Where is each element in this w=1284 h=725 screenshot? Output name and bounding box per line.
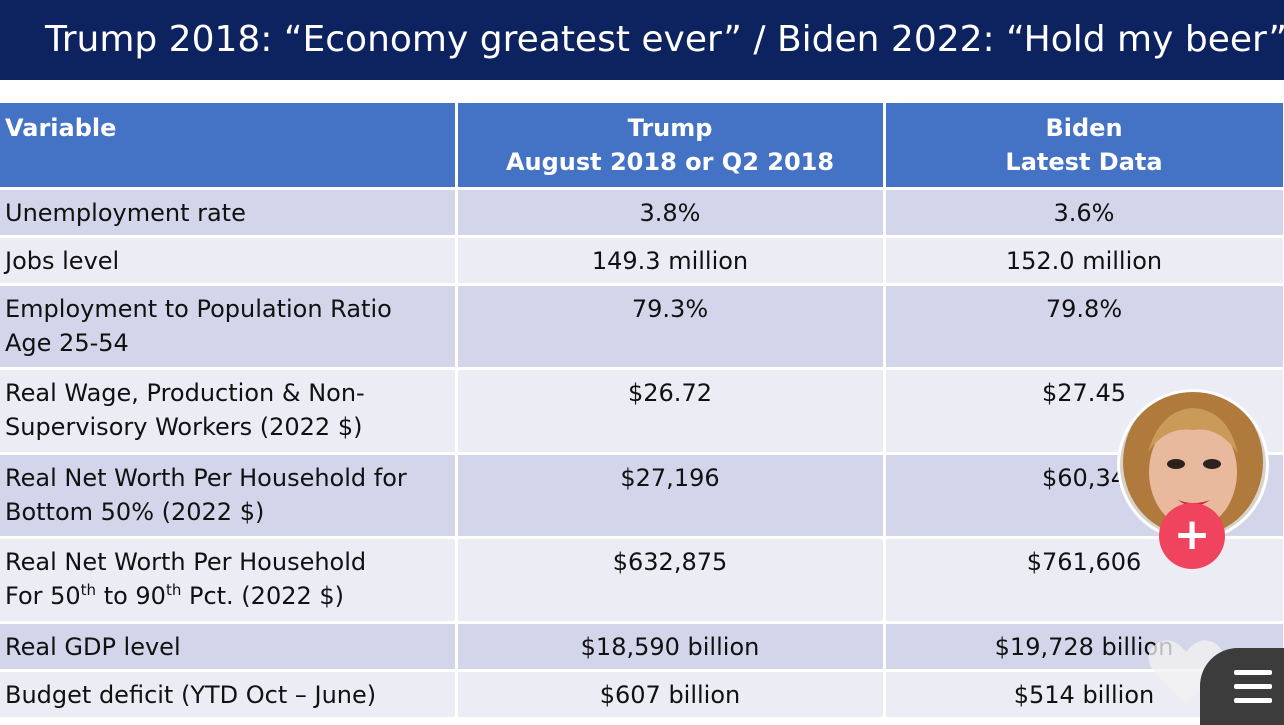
creator-avatar[interactable] bbox=[1120, 392, 1266, 538]
row-trump-value: $27,196 bbox=[456, 453, 886, 539]
row-variable-fragment: to 90 bbox=[96, 581, 166, 610]
row-variable: Real GDP level bbox=[0, 622, 458, 672]
row-variable-line: Real Net Worth Per Household bbox=[5, 547, 367, 576]
header-trump-period: August 2018 or Q2 2018 bbox=[505, 148, 835, 176]
row-trump-value: $18,590 billion bbox=[456, 622, 886, 672]
avatar-portrait-icon bbox=[1120, 392, 1266, 538]
row-trump-value: $632,875 bbox=[456, 537, 886, 624]
row-variable-line: Age 25-54 bbox=[5, 328, 129, 357]
table-row: Real GDP level $18,590 billion $19,728 b… bbox=[0, 622, 1284, 672]
header-trump: Trump August 2018 or Q2 2018 bbox=[456, 103, 886, 190]
row-variable: Jobs level bbox=[0, 236, 458, 286]
row-trump-value: 3.8% bbox=[456, 188, 886, 238]
table-row: Unemployment rate 3.8% 3.6% bbox=[0, 188, 1284, 238]
row-trump-value: 79.3% bbox=[456, 284, 886, 370]
table-header-row: Variable Trump August 2018 or Q2 2018 Bi… bbox=[0, 103, 1284, 190]
row-variable: Real Net Worth Per Household For 50th to… bbox=[0, 537, 458, 624]
row-variable-fragment: Pct. (2022 $) bbox=[181, 581, 345, 610]
row-variable: Budget deficit (YTD Oct – June) bbox=[0, 670, 458, 720]
menu-icon[interactable] bbox=[1200, 648, 1284, 725]
table-row: Real Net Worth Per Household For 50th to… bbox=[0, 537, 1284, 624]
row-variable-fragment: For 50 bbox=[5, 581, 81, 610]
header-biden: Biden Latest Data bbox=[884, 103, 1284, 190]
header-biden-period: Latest Data bbox=[1005, 148, 1163, 176]
header-variable-label: Variable bbox=[5, 114, 117, 142]
row-variable-line: Employment to Population Ratio bbox=[5, 294, 392, 323]
follow-plus-button[interactable]: + bbox=[1159, 503, 1225, 569]
row-biden-value: 79.8% bbox=[884, 284, 1284, 370]
row-trump-value: $607 billion bbox=[456, 670, 886, 720]
row-variable: Real Wage, Production & Non- Supervisory… bbox=[0, 368, 458, 455]
table-row: Budget deficit (YTD Oct – June) $607 bil… bbox=[0, 670, 1284, 720]
ordinal-suffix: th bbox=[165, 580, 182, 599]
row-variable-line: For 50th to 90th Pct. (2022 $) bbox=[5, 579, 455, 613]
row-variable-line: Bottom 50% (2022 $) bbox=[5, 497, 265, 526]
header-trump-name: Trump bbox=[627, 114, 713, 142]
plus-icon: + bbox=[1173, 509, 1211, 560]
table-row: Employment to Population Ratio Age 25-54… bbox=[0, 284, 1284, 370]
ordinal-suffix: th bbox=[80, 580, 97, 599]
header-biden-name: Biden bbox=[1045, 114, 1123, 142]
row-variable: Employment to Population Ratio Age 25-54 bbox=[0, 284, 458, 370]
row-variable: Unemployment rate bbox=[0, 188, 458, 238]
table-row: Real Wage, Production & Non- Supervisory… bbox=[0, 368, 1284, 455]
comparison-table: Variable Trump August 2018 or Q2 2018 Bi… bbox=[0, 103, 1284, 720]
row-biden-value: $761,606 bbox=[884, 537, 1284, 624]
row-variable-line: Real Net Worth Per Household for bbox=[5, 463, 407, 492]
heart-icon[interactable] bbox=[1146, 636, 1226, 708]
table-row: Real Net Worth Per Household for Bottom … bbox=[0, 453, 1284, 539]
row-variable-line: Real Wage, Production & Non- bbox=[5, 378, 365, 407]
row-variable-line: Supervisory Workers (2022 $) bbox=[5, 412, 363, 441]
banner-title: Trump 2018: “Economy greatest ever” / Bi… bbox=[0, 0, 1284, 80]
row-variable: Real Net Worth Per Household for Bottom … bbox=[0, 453, 458, 539]
row-trump-value: $26.72 bbox=[456, 368, 886, 455]
row-biden-value: 152.0 million bbox=[884, 236, 1284, 286]
row-trump-value: 149.3 million bbox=[456, 236, 886, 286]
header-variable: Variable bbox=[0, 103, 458, 190]
row-biden-value: 3.6% bbox=[884, 188, 1284, 238]
table-row: Jobs level 149.3 million 152.0 million bbox=[0, 236, 1284, 286]
